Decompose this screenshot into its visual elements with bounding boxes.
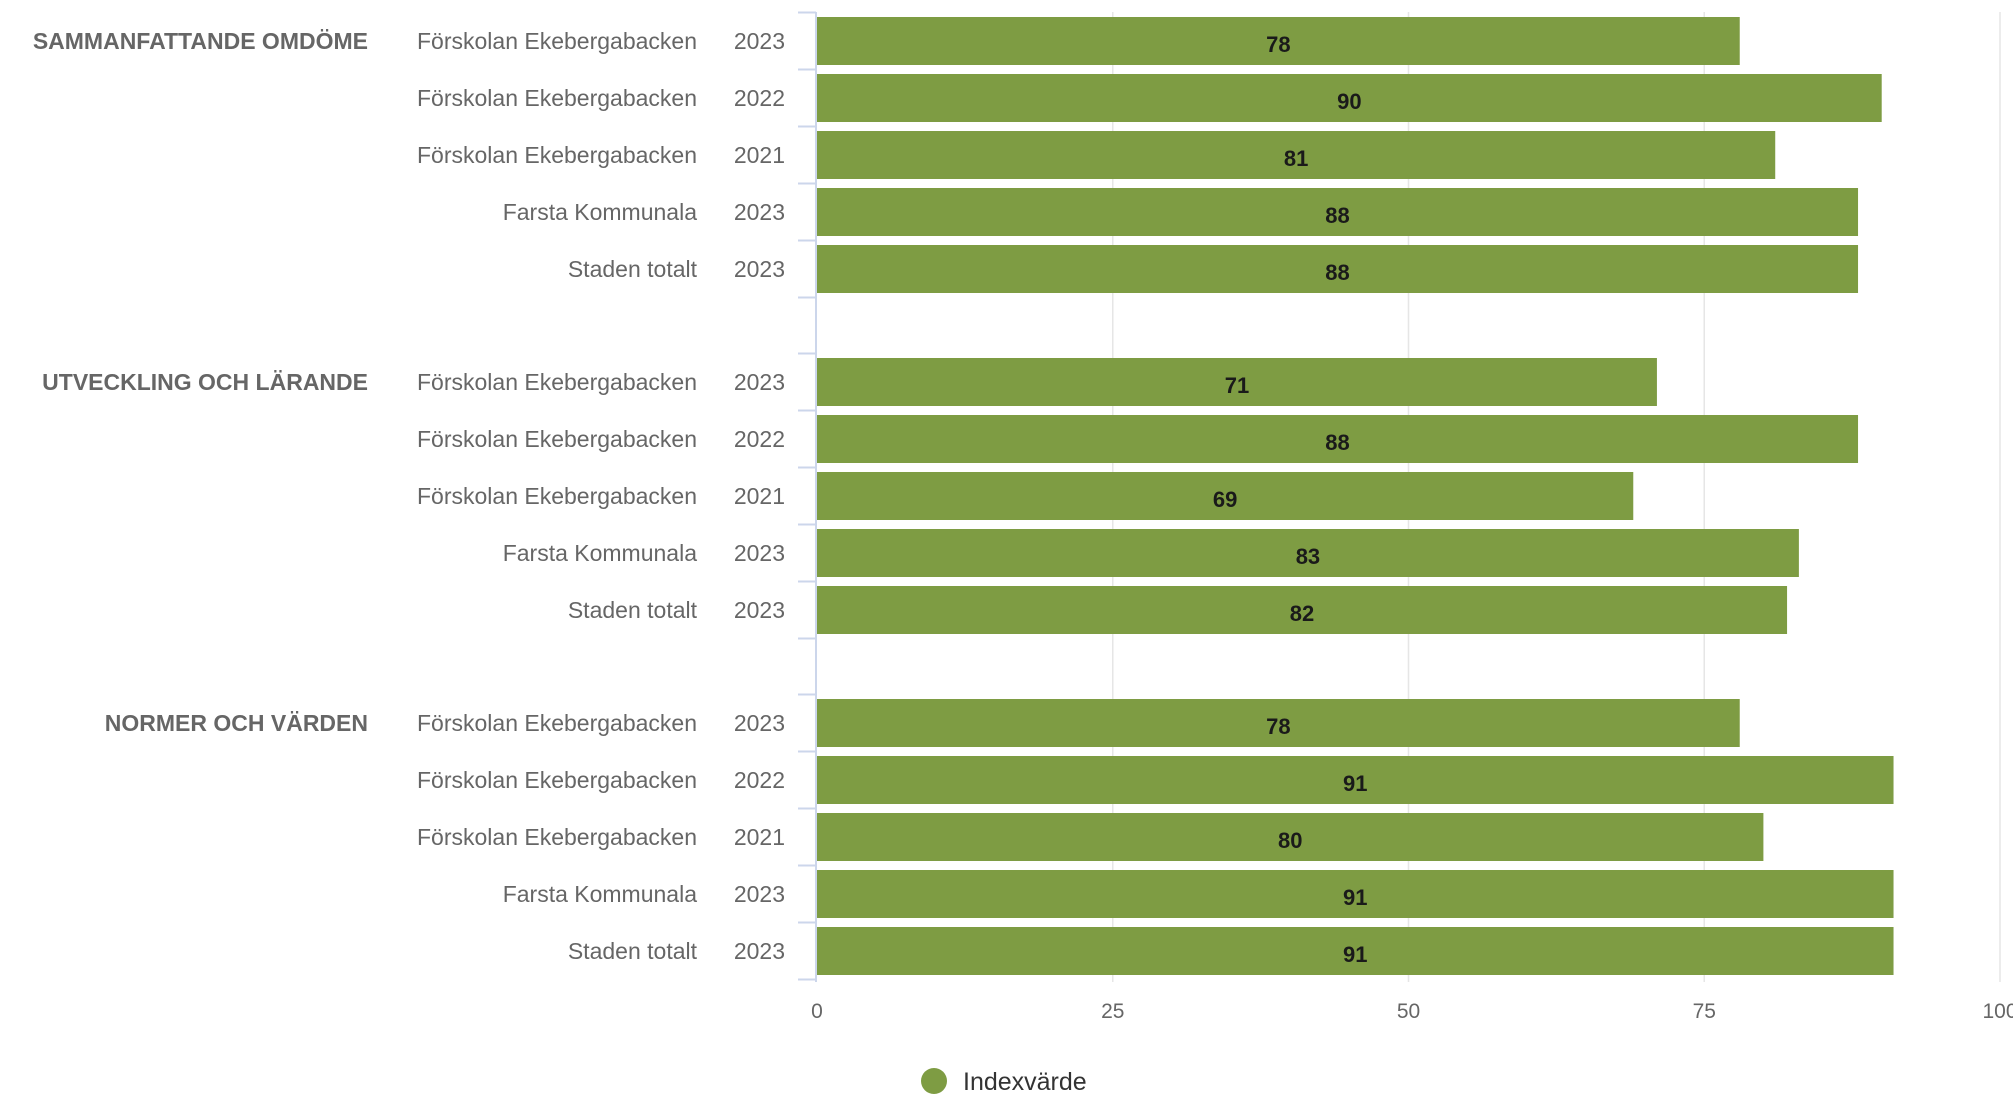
row-year-label: 2023 xyxy=(734,540,785,566)
group-label: SAMMANFATTANDE OMDÖME xyxy=(33,28,368,54)
row-year-label: 2022 xyxy=(734,767,785,793)
row-name-label: Förskolan Ekebergabacken xyxy=(417,824,697,850)
bar-value-label: 90 xyxy=(1337,89,1361,114)
bar-value-label: 80 xyxy=(1278,828,1302,853)
legend-label[interactable]: Indexvärde xyxy=(963,1068,1087,1094)
row-name-label: Staden totalt xyxy=(568,938,698,964)
bar[interactable] xyxy=(817,586,1788,634)
bar-value-label: 69 xyxy=(1213,487,1237,512)
bar[interactable] xyxy=(817,245,1859,293)
row-name-label: Förskolan Ekebergabacken xyxy=(417,483,697,509)
labels: 0 25 50 75 100 SAMMANFATTANDE OMDÖME Förskolan… xyxy=(33,28,2013,1023)
row-year-label: 2023 xyxy=(734,199,785,225)
group-label: NORMER OCH VÄRDEN xyxy=(105,710,368,736)
row-year-label: 2023 xyxy=(734,28,785,54)
bar-value-label: 71 xyxy=(1225,373,1249,398)
bar-value-label: 91 xyxy=(1343,942,1367,967)
bar-value-label: 91 xyxy=(1343,885,1367,910)
row-name-label: Staden totalt xyxy=(568,256,698,282)
bar-value-label: 88 xyxy=(1325,430,1349,455)
row-year-label: 2023 xyxy=(734,369,785,395)
row-name-label: Förskolan Ekebergabacken xyxy=(417,767,697,793)
bar[interactable] xyxy=(817,415,1859,463)
bar-value-label: 82 xyxy=(1290,601,1314,626)
x-tick-label: 75 xyxy=(1693,1000,1716,1023)
bar[interactable] xyxy=(817,813,1764,861)
row-year-label: 2022 xyxy=(734,426,785,452)
row-name-label: Förskolan Ekebergabacken xyxy=(417,142,697,168)
bar[interactable] xyxy=(817,529,1799,577)
bar-value-label: 91 xyxy=(1343,771,1367,796)
legend-marker-icon[interactable] xyxy=(921,1068,947,1094)
row-year-label: 2021 xyxy=(734,142,785,168)
category-axis xyxy=(798,11,817,982)
bar[interactable] xyxy=(817,74,1882,122)
bar-value-label: 78 xyxy=(1266,714,1290,739)
x-tick-label: 50 xyxy=(1397,1000,1420,1023)
bar[interactable] xyxy=(817,756,1894,804)
row-year-label: 2023 xyxy=(734,597,785,623)
row-name-label: Förskolan Ekebergabacken xyxy=(417,85,697,111)
row-name-label: Förskolan Ekebergabacken xyxy=(417,28,697,54)
bar-value-label: 81 xyxy=(1284,146,1308,171)
row-name-label: Staden totalt xyxy=(568,597,698,623)
bar[interactable] xyxy=(817,870,1894,918)
bar[interactable] xyxy=(817,17,1740,65)
bar[interactable] xyxy=(817,699,1740,747)
bar[interactable] xyxy=(817,472,1634,520)
group-label: UTVECKLING OCH LÄRANDE xyxy=(42,369,368,395)
row-name-label: Förskolan Ekebergabacken xyxy=(417,369,697,395)
bar-value-label: 78 xyxy=(1266,32,1290,57)
x-tick-label: 100 xyxy=(1982,1000,2013,1023)
row-name-label: Förskolan Ekebergabacken xyxy=(417,710,697,736)
row-year-label: 2021 xyxy=(734,824,785,850)
row-name-label: Farsta Kommunala xyxy=(503,199,698,225)
bar-value-label: 88 xyxy=(1325,260,1349,285)
row-year-label: 2023 xyxy=(734,881,785,907)
row-year-label: 2023 xyxy=(734,938,785,964)
legend[interactable]: Indexvärde xyxy=(921,1068,1087,1094)
row-name-label: Förskolan Ekebergabacken xyxy=(417,426,697,452)
row-year-label: 2023 xyxy=(734,256,785,282)
row-year-label: 2022 xyxy=(734,85,785,111)
row-year-label: 2023 xyxy=(734,710,785,736)
bar[interactable] xyxy=(817,358,1657,406)
x-tick-label: 25 xyxy=(1101,1000,1124,1023)
row-name-label: Farsta Kommunala xyxy=(503,881,698,907)
bar[interactable] xyxy=(817,927,1894,975)
bar-value-label: 88 xyxy=(1325,203,1349,228)
bar[interactable] xyxy=(817,188,1859,236)
row-name-label: Farsta Kommunala xyxy=(503,540,698,566)
bar[interactable] xyxy=(817,131,1776,179)
row-year-label: 2021 xyxy=(734,483,785,509)
bar-value-label: 83 xyxy=(1296,544,1320,569)
bars xyxy=(817,17,1894,975)
x-tick-label: 0 xyxy=(811,1000,823,1023)
